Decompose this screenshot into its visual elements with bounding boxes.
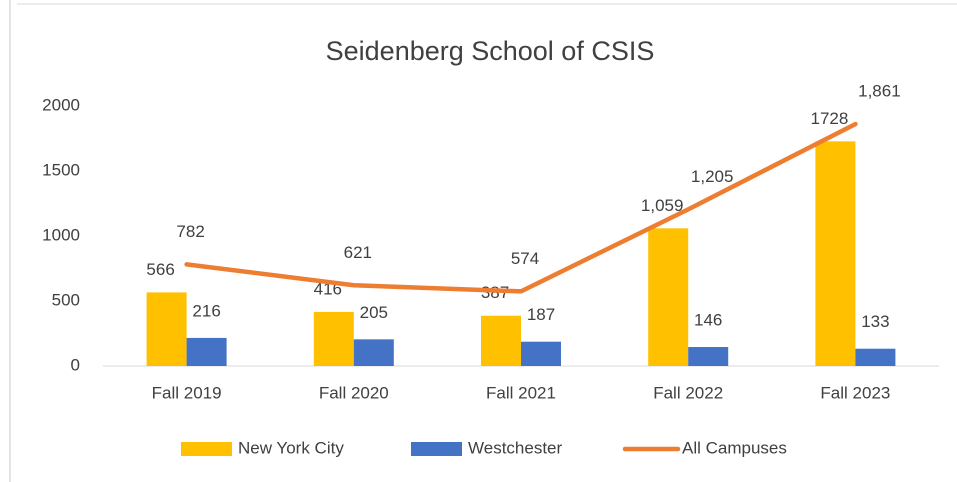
x-tick-label: Fall 2020 <box>319 383 389 402</box>
data-label: 574 <box>511 249 539 268</box>
legend-label: Westchester <box>468 438 563 457</box>
x-tick-label: Fall 2022 <box>653 383 723 402</box>
bar <box>648 228 689 366</box>
data-label: 1,205 <box>691 167 734 186</box>
legend-label: All Campuses <box>682 438 787 457</box>
y-tick-label: 2000 <box>42 95 80 114</box>
y-tick-label: 1000 <box>42 225 80 244</box>
data-label: 1728 <box>810 109 848 128</box>
x-tick-label: Fall 2019 <box>152 383 222 402</box>
bar <box>146 292 187 366</box>
line <box>184 121 858 294</box>
bar <box>688 347 729 366</box>
data-label: 1,861 <box>858 82 901 101</box>
chart-title: Seidenberg School of CSIS <box>326 36 655 66</box>
data-label: 146 <box>694 311 722 330</box>
legend-swatch <box>411 442 462 456</box>
bar <box>186 337 227 366</box>
y-tick-label: 0 <box>71 355 80 374</box>
bar <box>481 315 521 366</box>
data-label: 566 <box>146 260 174 279</box>
data-label: 187 <box>527 305 555 324</box>
legend-swatch <box>181 442 232 456</box>
data-label: 216 <box>192 301 220 320</box>
data-label: 621 <box>344 243 372 262</box>
x-tick-label: Fall 2023 <box>820 383 890 402</box>
data-label: 133 <box>861 312 889 331</box>
x-tick-label: Fall 2021 <box>486 383 556 402</box>
bar <box>353 339 394 366</box>
data-label: 205 <box>360 303 388 322</box>
data-label: 782 <box>176 222 204 241</box>
y-tick-label: 1500 <box>42 160 80 179</box>
bar <box>521 341 561 366</box>
bar <box>855 348 896 366</box>
bar <box>815 141 856 366</box>
bar <box>313 311 354 366</box>
y-tick-label: 500 <box>52 290 80 309</box>
legend-label: New York City <box>238 438 344 457</box>
data-label: 1,059 <box>641 196 684 215</box>
